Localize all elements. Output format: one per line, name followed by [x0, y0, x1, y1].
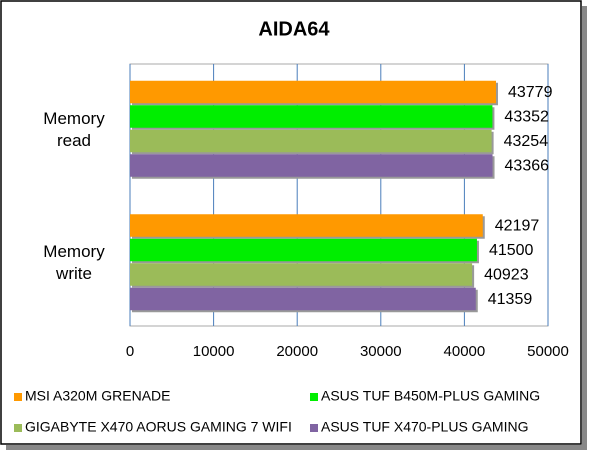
- legend-swatch: [310, 393, 318, 401]
- value-label: 41500: [489, 242, 534, 259]
- x-tick-label: 0: [126, 343, 134, 360]
- x-tick-label: 10000: [193, 343, 235, 360]
- bar: [130, 154, 493, 177]
- legend-label: ASUS TUF B450M-PLUS GAMING: [321, 388, 540, 404]
- frame-shadow: [6, 445, 587, 450]
- x-tick-label: 30000: [360, 343, 402, 360]
- legend-swatch: [310, 424, 318, 432]
- value-label: 41359: [488, 291, 533, 308]
- x-tick-label: 40000: [444, 343, 486, 360]
- legend-label: MSI A320M GRENADE: [25, 388, 171, 404]
- value-label: 43779: [508, 84, 553, 101]
- value-label: 40923: [484, 267, 529, 284]
- chart-title: AIDA64: [258, 18, 330, 40]
- bar: [130, 287, 476, 311]
- bar: [130, 80, 496, 104]
- value-label: 42197: [495, 218, 540, 235]
- x-tick-label: 50000: [527, 343, 569, 360]
- legend-swatch: [14, 424, 22, 432]
- bar: [130, 105, 493, 128]
- bar: [130, 263, 473, 286]
- legend-label: ASUS TUF X470-PLUS GAMING: [321, 419, 528, 435]
- x-tick-label: 20000: [276, 343, 318, 360]
- frame-shadow: [582, 6, 587, 447]
- bar: [130, 214, 483, 237]
- legend-label: GIGABYTE X470 AORUS GAMING 7 WIFI: [25, 419, 292, 435]
- value-label: 43254: [504, 133, 549, 150]
- value-label: 43366: [505, 158, 550, 175]
- y-tick-label: Memory read: [43, 108, 105, 150]
- y-tick-label: Memory write: [43, 242, 105, 284]
- value-label: 43352: [504, 109, 549, 126]
- bar: [130, 129, 492, 153]
- legend-swatch: [14, 393, 22, 401]
- bar: [130, 238, 477, 262]
